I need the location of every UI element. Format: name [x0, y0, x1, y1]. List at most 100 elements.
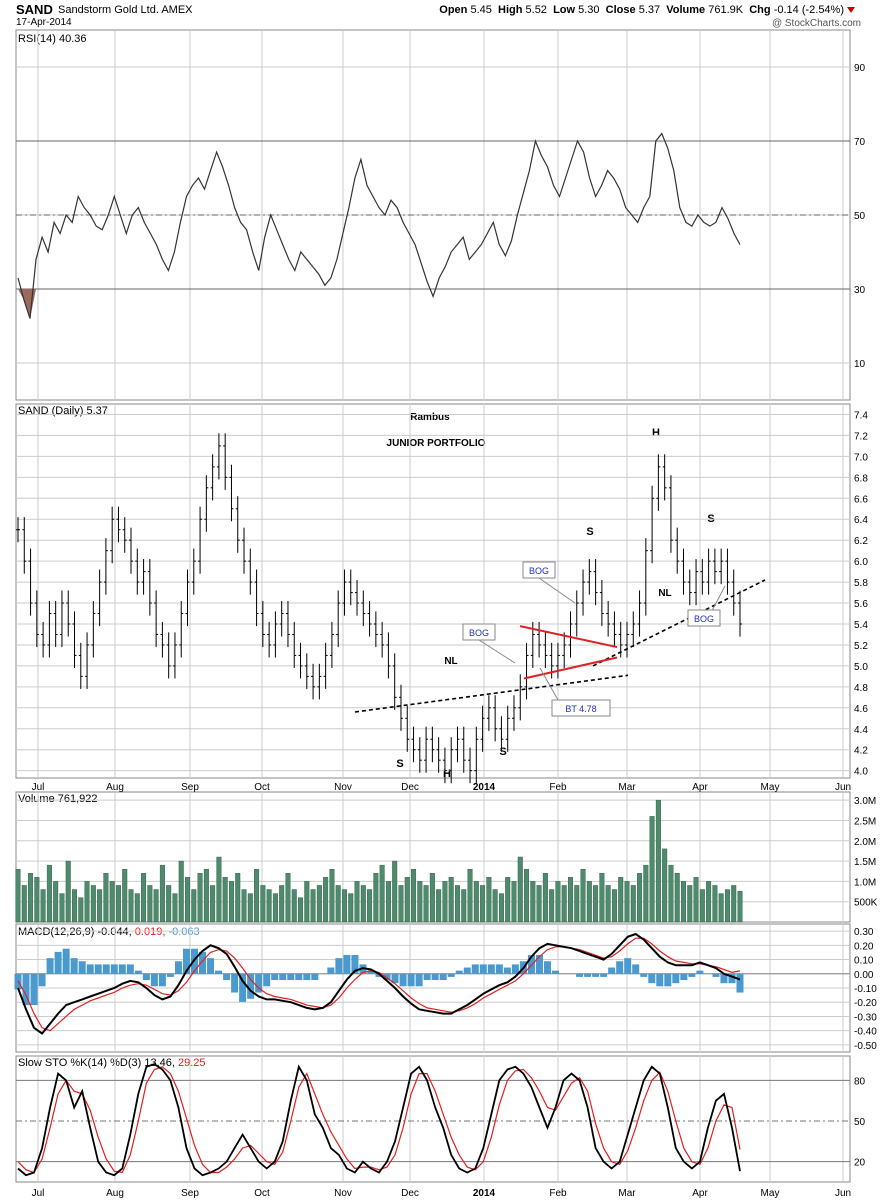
volume-bar-31	[210, 885, 216, 923]
macd-hist-bar-14	[126, 964, 134, 974]
volume-bar-104	[668, 864, 674, 923]
volume-bar-48	[316, 885, 322, 923]
volume-bar-14	[103, 873, 109, 923]
sto-ytick-2: 20	[854, 1158, 866, 1169]
macd-legend: MACD(12,26,9) -0.044, 0.019, -0.063	[18, 926, 200, 938]
price-legend: SAND (Daily) 5.37	[18, 405, 108, 417]
volume-bar-94	[605, 885, 611, 923]
volume-bar-24	[166, 885, 172, 923]
company-name: Sandstorm Gold Ltd. AMEX	[58, 4, 193, 16]
rsi-ytick-0: 90	[854, 63, 866, 74]
macd-ytick-2: 0.10	[854, 956, 874, 967]
bog-callout-1-box	[462, 623, 496, 641]
volume-bar-30	[203, 868, 209, 923]
macd-hist-bar-11	[102, 964, 110, 974]
volume-ytick-0: 3.0M	[854, 796, 876, 807]
volume-bar-10	[78, 897, 84, 923]
xtick-bottom-10: May	[761, 1188, 780, 1199]
volume-bar-103	[662, 848, 668, 923]
open-label: Open	[439, 4, 468, 16]
macd-hist-bar-3	[38, 973, 46, 987]
volume-bar-67	[436, 889, 442, 923]
macd-hist-bar-33	[279, 973, 287, 981]
macd-hist-bar-7	[70, 958, 78, 974]
macd-hist-bar-6	[62, 948, 70, 974]
volume-bar-82	[530, 881, 536, 923]
macd-hist-bar-81	[664, 973, 672, 987]
macd-hist-bar-29	[247, 973, 255, 999]
volume-bar-80	[517, 856, 523, 923]
macd-hist-bar-5	[54, 951, 62, 974]
macd-hist-bar-10	[94, 964, 102, 974]
bog-callout-1-text: BOG	[469, 628, 489, 638]
volume-bar-89	[574, 885, 580, 923]
chg-value: -0.14 (-2.54%)	[773, 4, 844, 16]
macd-hist-value: -0.063	[168, 926, 199, 938]
macd-hist-bar-13	[118, 964, 126, 974]
price-ytick-11: 5.2	[854, 641, 868, 652]
volume-bar-73	[473, 881, 479, 923]
sto-k-line	[17, 1063, 741, 1177]
volume-bar-65	[423, 885, 429, 923]
label-right-shoulder-1: S	[499, 746, 506, 758]
price-frame	[15, 403, 851, 779]
volume-bar-26	[178, 860, 184, 923]
xtick-top-1: Aug	[106, 782, 124, 793]
volume-bar-9	[72, 889, 78, 923]
volume-bar-28	[191, 889, 197, 923]
macd-hist-bar-28	[239, 973, 247, 1002]
volume-bar-3	[34, 877, 40, 923]
macd-hist-bar-82	[672, 973, 680, 984]
rsi-ytick-4: 10	[854, 359, 866, 370]
x-axis: Jul Jul Aug Aug Sep Sep Oct Oct Nov Nov Dec Dec 2014…	[32, 782, 851, 1199]
volume-bar-35	[235, 873, 241, 923]
volume-bar-52	[341, 889, 347, 923]
sto-legend-name: Slow STO %K(14) %D(3)	[18, 1057, 141, 1069]
neckline-2	[592, 579, 766, 667]
macd-hist-bar-70	[576, 973, 584, 977]
volume-bar-19	[134, 893, 140, 923]
volume-bar-16	[115, 885, 121, 923]
macd-hist-bar-73	[600, 973, 608, 977]
volume-bar-47	[310, 889, 316, 923]
bt-callout-text: BT 4.78	[565, 704, 596, 714]
macd-hist-bar-59	[487, 964, 495, 974]
volume-bar-41	[272, 893, 278, 923]
stochastic-panel: Slow STO %K(14) %D(3) 13.46, 29.25 80 50 2…	[15, 1055, 866, 1183]
volume-bar-86	[555, 881, 561, 923]
volume-bar-15	[109, 881, 115, 923]
macd-hist-bar-23	[199, 951, 207, 974]
low-label: Low	[553, 4, 576, 16]
macd-hist-bar-8	[78, 961, 86, 974]
close-label: Close	[605, 4, 636, 16]
bog-callout-3-box	[687, 609, 721, 627]
volume-bar-92	[593, 885, 599, 923]
volume-bar-113	[724, 889, 730, 923]
macd-line	[17, 932, 741, 1035]
xtick-top-10: May	[761, 782, 780, 793]
rsi-ytick-2: 50	[854, 211, 866, 222]
ohlc-readout: Open 5.45 High 5.52 Low 5.30 Close 5.37 …	[439, 4, 855, 16]
macd-hist-bar-42	[351, 955, 359, 974]
volume-bar-63	[411, 868, 417, 923]
rsi-panel: RSI(14) 40.36 90 70 50 30 10	[15, 29, 866, 401]
macd-hist-bar-32	[271, 973, 279, 981]
label-head-2: H	[652, 427, 660, 439]
volume-bar-97	[624, 881, 630, 923]
macd-hist-bar-48	[399, 973, 407, 987]
volume-bar-1	[21, 885, 27, 923]
label-neckline-1: NL	[444, 656, 457, 667]
volume-bar-49	[323, 877, 329, 923]
volume-ytick-2: 2.0M	[854, 837, 876, 848]
xtick-bottom-5: Dec	[401, 1188, 419, 1199]
sto-frame	[15, 1055, 851, 1183]
macd-hist-bar-84	[688, 973, 696, 977]
sto-ytick-1: 50	[854, 1117, 866, 1128]
macd-ytick-4: -0.10	[854, 984, 877, 995]
volume-bar-69	[448, 877, 454, 923]
volume-bar-78	[505, 877, 511, 923]
volume-bar-25	[172, 893, 178, 923]
triangle-lower-line	[523, 656, 618, 680]
macd-hist-bar-85	[696, 970, 704, 974]
